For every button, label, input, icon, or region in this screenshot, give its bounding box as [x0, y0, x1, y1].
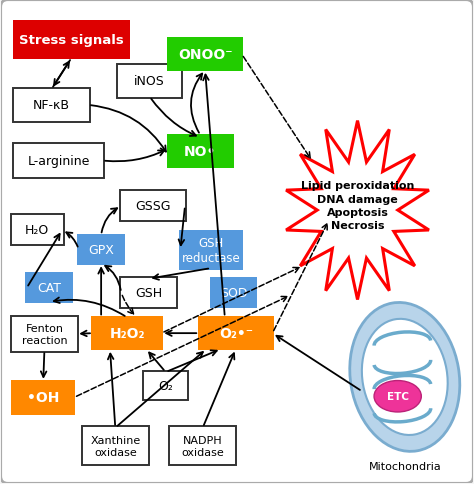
Polygon shape — [286, 121, 429, 300]
FancyBboxPatch shape — [91, 317, 163, 350]
FancyBboxPatch shape — [77, 234, 125, 265]
Text: H₂O: H₂O — [25, 224, 49, 237]
Text: Stress signals: Stress signals — [19, 34, 124, 47]
FancyBboxPatch shape — [120, 278, 177, 309]
FancyBboxPatch shape — [120, 191, 186, 222]
Ellipse shape — [374, 381, 421, 412]
Text: Mitochondria: Mitochondria — [368, 461, 441, 471]
Ellipse shape — [350, 303, 460, 452]
Text: GSH
reductase: GSH reductase — [182, 237, 240, 264]
Text: ETC: ETC — [387, 392, 409, 401]
Text: •OH: •OH — [27, 391, 59, 405]
Text: GSH: GSH — [135, 287, 162, 300]
FancyBboxPatch shape — [167, 38, 243, 72]
Text: ONOO⁻: ONOO⁻ — [178, 48, 232, 62]
Text: NF-κB: NF-κB — [33, 99, 70, 112]
Ellipse shape — [362, 319, 447, 435]
Text: Lipid peroxidation
DNA damage
Apoptosis
Necrosis: Lipid peroxidation DNA damage Apoptosis … — [301, 181, 414, 230]
FancyBboxPatch shape — [13, 144, 104, 178]
Text: Fenton
reaction: Fenton reaction — [22, 323, 67, 345]
Text: GPX: GPX — [88, 243, 114, 256]
Text: O₂: O₂ — [158, 379, 173, 392]
FancyBboxPatch shape — [118, 64, 182, 99]
FancyBboxPatch shape — [82, 426, 149, 466]
FancyBboxPatch shape — [210, 278, 257, 309]
Text: SOD: SOD — [220, 287, 247, 300]
FancyBboxPatch shape — [198, 317, 274, 350]
Text: Xanthine
oxidase: Xanthine oxidase — [90, 435, 140, 457]
FancyBboxPatch shape — [13, 89, 90, 123]
FancyBboxPatch shape — [179, 231, 243, 270]
Text: H₂O₂: H₂O₂ — [109, 327, 145, 340]
Text: CAT: CAT — [37, 282, 61, 295]
Text: NO•: NO• — [184, 145, 217, 158]
FancyBboxPatch shape — [144, 371, 188, 400]
Text: GSSG: GSSG — [136, 200, 171, 213]
FancyBboxPatch shape — [167, 135, 234, 168]
Text: O₂•⁻: O₂•⁻ — [219, 327, 253, 340]
FancyBboxPatch shape — [169, 426, 236, 466]
Text: iNOS: iNOS — [134, 75, 165, 88]
Text: NADPH
oxidase: NADPH oxidase — [182, 435, 224, 457]
Text: L-arginine: L-arginine — [27, 155, 90, 167]
FancyBboxPatch shape — [11, 215, 64, 246]
FancyBboxPatch shape — [13, 21, 130, 60]
FancyBboxPatch shape — [11, 380, 75, 415]
FancyBboxPatch shape — [25, 273, 73, 304]
FancyBboxPatch shape — [11, 317, 78, 352]
